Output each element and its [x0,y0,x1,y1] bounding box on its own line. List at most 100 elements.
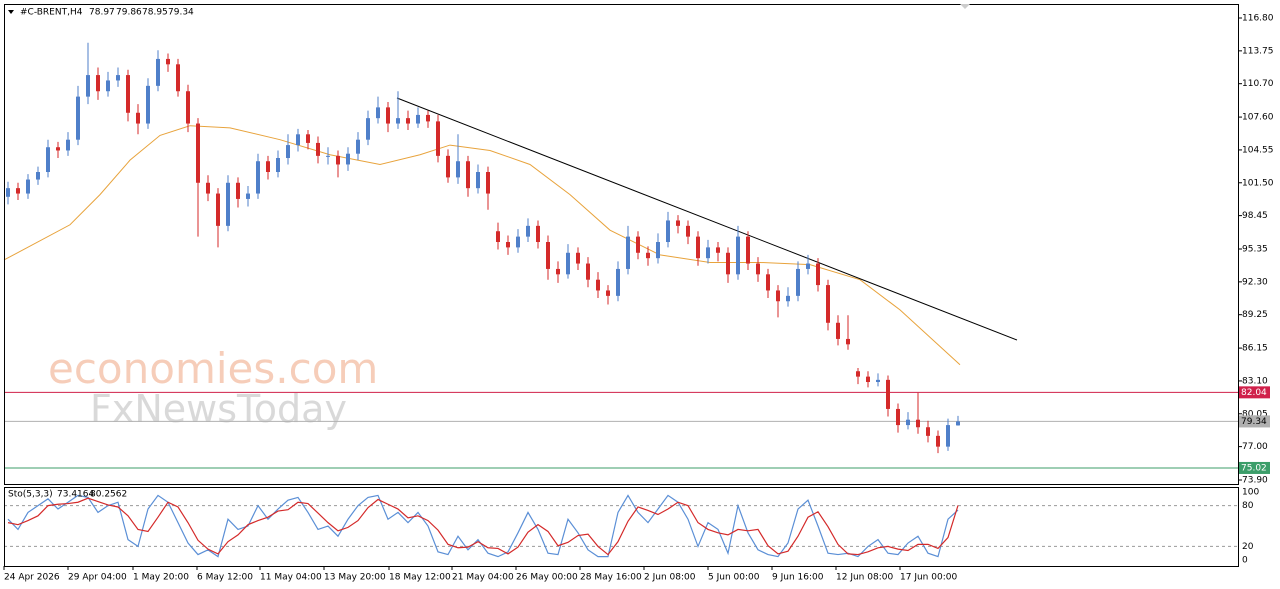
candle-body [456,161,460,178]
trendline [396,97,1018,341]
candle-body [606,290,610,296]
candle-body [776,290,780,302]
candle-body [746,236,750,264]
x-tick-label: 13 May 20:00 [324,573,386,583]
y-tick-label: 89.25 [1242,310,1268,320]
candle-body [806,263,810,269]
candle-body [386,107,390,124]
candle-body [796,268,800,296]
candle-body [326,155,330,157]
x-tick-label: 11 May 04:00 [260,573,322,583]
candle-body [536,225,540,243]
candle-body [376,107,380,119]
y-tick-label: 113.75 [1242,46,1274,56]
candle-body [646,252,650,259]
price-level-box [1239,415,1270,428]
candle-body [786,295,790,302]
candle-body [336,155,340,165]
candle-body [486,172,490,194]
y-tick-label: 110.70 [1242,79,1274,89]
candle-body [556,268,560,275]
candle-body [846,338,850,345]
candle-body [666,220,670,243]
candle-body [576,252,580,264]
candle-body [356,139,360,154]
candle-body [426,114,430,122]
candle-body [76,96,80,140]
moving-average [3,125,961,366]
candle-body [466,161,470,189]
stoch-signal [7,497,959,556]
watermark-text: FxNewsToday [90,387,347,431]
candle-body [856,371,860,377]
candle-body [266,161,270,173]
candle-body [656,242,660,259]
candle-body [586,263,590,280]
x-tick-label: 18 May 12:00 [389,573,451,583]
x-tick-label: 24 Apr 2026 [4,573,60,583]
stoch-signal-value: 80.2562 [90,490,127,500]
candle-body [306,134,310,143]
shift-marker [960,4,970,9]
candle-body [296,134,300,146]
y-tick-label: 80.05 [1242,409,1268,419]
stoch-main [7,494,959,558]
candle-body [506,242,510,248]
stoch-title: Sto(5,3,3) [8,490,53,500]
stoch-tick-label: 100 [1242,488,1259,498]
candle-body [366,118,370,140]
watermark-text: economies.com [48,344,378,393]
candle-body [246,193,250,199]
candle-body [756,263,760,275]
y-tick-label: 95.35 [1242,245,1268,255]
candle-body [176,64,180,92]
candle-body [766,274,770,291]
candle-body [726,252,730,275]
candle-body [86,75,90,97]
candle-body [46,147,50,173]
menu-arrow [8,10,14,14]
header: #C-BRENT,H4 78.97 79.86 78.95 79.34 [8,8,194,18]
candle-body [716,247,720,253]
candle-body [626,236,630,269]
x-tick-label: 21 May 04:00 [452,573,514,583]
price-level-label: 82.04 [1241,388,1267,398]
y-tick-label: 104.55 [1242,145,1274,155]
candle-body [136,112,140,124]
candle-body [286,145,290,159]
candle-body [216,193,220,226]
stoch-tick-label: 0 [1242,556,1248,566]
stoch-main-value: 73.4164 [57,490,94,500]
x-tick-label: 12 Jun 08:00 [836,573,893,583]
candle-body [566,252,570,275]
y-tick-label: 83.10 [1242,376,1268,386]
candle-body [816,263,820,286]
candle-body [636,236,640,253]
candle-body [16,188,20,194]
x-tick-label: 28 May 16:00 [580,573,642,583]
candle-body [946,425,950,447]
y-tick-label: 107.60 [1242,113,1274,123]
candle-body [66,139,70,151]
high-value: 79.86 [116,8,142,18]
candle-body [866,376,870,383]
candle-body [446,155,450,178]
candle-body [406,118,410,124]
candle-body [146,85,150,124]
candle-body [546,242,550,269]
stoch-header: Sto(5,3,3) 73.4164 80.2562 [8,490,127,500]
candle-body [686,225,690,237]
stoch-border [4,487,1239,567]
candle-body [6,188,10,197]
open-value: 78.97 [89,8,115,18]
candle-body [596,279,600,291]
candle-body [26,179,30,194]
candle-body [186,91,190,124]
price-level-box [1239,461,1270,474]
y-tick-label: 92.30 [1242,277,1268,287]
candle-body [956,421,960,426]
plot-border [4,4,1239,485]
candle-body [106,80,110,92]
candle-body [706,247,710,259]
